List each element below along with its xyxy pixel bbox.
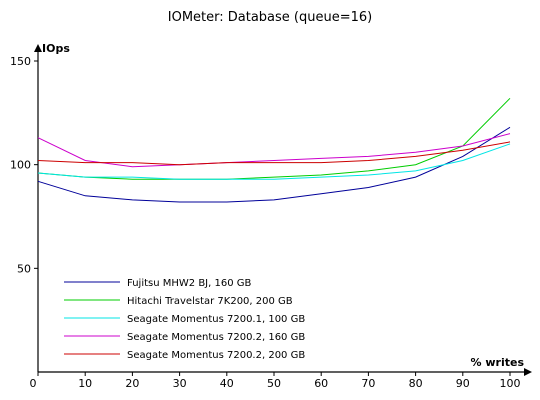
x-axis-arrow [524,368,532,376]
y-axis-arrow [34,44,42,52]
x-tick-label: 90 [456,377,470,390]
series-line-4 [37,133,511,168]
x-tick-label: 60 [314,377,328,390]
legend-label: Seagate Momentus 7200.2, 160 GB [127,332,305,343]
x-tick-label: 70 [361,377,375,390]
y-tick-label: 100 [10,159,31,172]
legend-label: Seagate Momentus 7200.2, 200 GB [127,350,305,361]
x-tick-label: 10 [78,377,92,390]
x-tick-label: 50 [267,377,281,390]
legend-label: Fujitsu MHW2 BJ, 160 GB [127,278,252,289]
x-tick-label: 30 [173,377,187,390]
y-tick-label: 50 [17,262,31,275]
x-tick-label: 20 [125,377,139,390]
legend-label: Hitachi Travelstar 7K200, 200 GB [127,296,293,307]
x-tick-label: 80 [409,377,423,390]
series-line-3 [37,143,511,180]
x-tick-label: 0 [30,377,37,390]
series-lines [37,97,511,203]
axes [34,44,532,376]
x-tick-label: 40 [220,377,234,390]
legend: Fujitsu MHW2 BJ, 160 GB Hitachi Travelsta… [64,278,305,361]
series-line-2 [37,97,511,180]
series-line-5 [37,141,511,166]
x-tick-label: 100 [500,377,521,390]
ticks: 50 100 150 0 10 20 30 40 50 60 70 80 90 100 [10,55,521,390]
legend-label: Seagate Momentus 7200.1, 100 GB [127,314,305,325]
y-axis-label: IOps [42,42,70,55]
series-line-1 [37,126,511,203]
y-tick-label: 150 [10,55,31,68]
x-axis-label: % writes [471,356,525,369]
chart-title: IOMeter: Database (queue=16) [167,10,373,25]
